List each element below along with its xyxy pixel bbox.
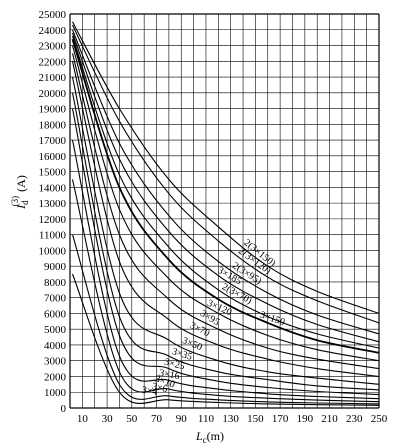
y-axis-label: Id(3) (A) — [10, 175, 30, 210]
curve-labels: 2(3×150)2(3×120)2(3×95)3×1852(3×70)3×150… — [141, 237, 286, 398]
y-tick-label: 4000 — [44, 340, 67, 352]
y-tick-label: 16000 — [39, 151, 67, 163]
y-tick-label: 22000 — [39, 56, 67, 68]
x-tick-label: 130 — [222, 413, 239, 425]
y-axis-label-sub: d — [20, 200, 30, 205]
x-tick-label: 70 — [151, 413, 163, 425]
series-line — [71, 179, 380, 403]
series-line — [71, 45, 380, 362]
x-tick-label: 190 — [297, 413, 314, 425]
x-tick-label: 170 — [272, 413, 289, 425]
y-axis-label-main: I — [14, 204, 28, 210]
series-line — [71, 92, 380, 391]
series-label: 3×25 — [163, 357, 186, 373]
series-line — [71, 76, 380, 385]
x-axis-label-main: L — [195, 429, 203, 443]
x-tick-label: 210 — [321, 413, 338, 425]
series-line — [71, 32, 380, 343]
y-tick-label: 18000 — [39, 119, 67, 131]
series-line — [71, 234, 380, 405]
y-tick-label: 17000 — [39, 135, 67, 147]
y-tick-label: 7000 — [44, 293, 67, 305]
y-tick-label: 21000 — [39, 72, 67, 84]
y-tick-label: 5000 — [44, 324, 67, 336]
x-tick-labels: 10 30 50 70 90 110 130 150 170 190 210 230 250 — [77, 413, 388, 425]
y-tick-label: 23000 — [39, 41, 67, 53]
y-tick-label: 19000 — [39, 104, 67, 116]
x-tick-label: 110 — [198, 413, 215, 425]
series-line — [71, 139, 380, 400]
x-tick-label: 250 — [371, 413, 388, 425]
y-tick-label: 25000 — [39, 9, 67, 21]
y-tick-label: 13000 — [39, 198, 67, 210]
y-tick-label: 6000 — [44, 308, 67, 320]
series-label: 3×4 — [141, 385, 158, 398]
grid — [69, 13, 380, 409]
y-tick-label: 14000 — [39, 182, 67, 194]
y-tick-label: 12000 — [39, 214, 67, 226]
series-line — [71, 61, 380, 378]
y-tick-label: 1000 — [44, 387, 67, 399]
series-line — [72, 21, 380, 314]
series-line — [72, 24, 380, 324]
y-tick-label: 8000 — [44, 277, 67, 289]
series-line — [71, 273, 380, 406]
y-tick-label: 10000 — [39, 245, 67, 257]
x-axis-label-sub: c — [203, 435, 207, 445]
series-line — [71, 53, 380, 370]
curves — [71, 21, 380, 406]
y-tick-label: 15000 — [39, 167, 67, 179]
y-tick-label: 20000 — [39, 88, 67, 100]
x-tick-label: 10 — [77, 413, 89, 425]
series-line — [71, 29, 380, 335]
y-tick-label: 2000 — [44, 371, 67, 383]
y-axis-label-sup: (3) — [10, 196, 20, 207]
y-tick-label: 0 — [61, 403, 67, 415]
series-label: 3×6 — [151, 381, 169, 395]
x-axis-label: Lc(m) — [195, 429, 224, 445]
x-tick-label: 30 — [102, 413, 114, 425]
series-line — [71, 35, 380, 349]
x-tick-label: 150 — [247, 413, 264, 425]
x-tick-label: 230 — [346, 413, 363, 425]
x-tick-label: 90 — [176, 413, 188, 425]
y-tick-label: 9000 — [44, 261, 67, 273]
y-tick-label: 11000 — [39, 230, 67, 242]
series-label: 3×16 — [158, 368, 180, 382]
x-tick-label: 50 — [126, 413, 138, 425]
x-axis-label-unit: (m) — [207, 429, 224, 443]
y-tick-labels: 0 1000 2000 3000 4000 5000 6000 7000 8000 9000 100… — [39, 9, 67, 415]
y-axis-label-unit: (A) — [14, 175, 28, 192]
y-tick-label: 24000 — [39, 25, 67, 37]
series-line — [71, 108, 380, 396]
y-tick-label: 3000 — [44, 356, 67, 368]
series-line — [71, 38, 380, 354]
